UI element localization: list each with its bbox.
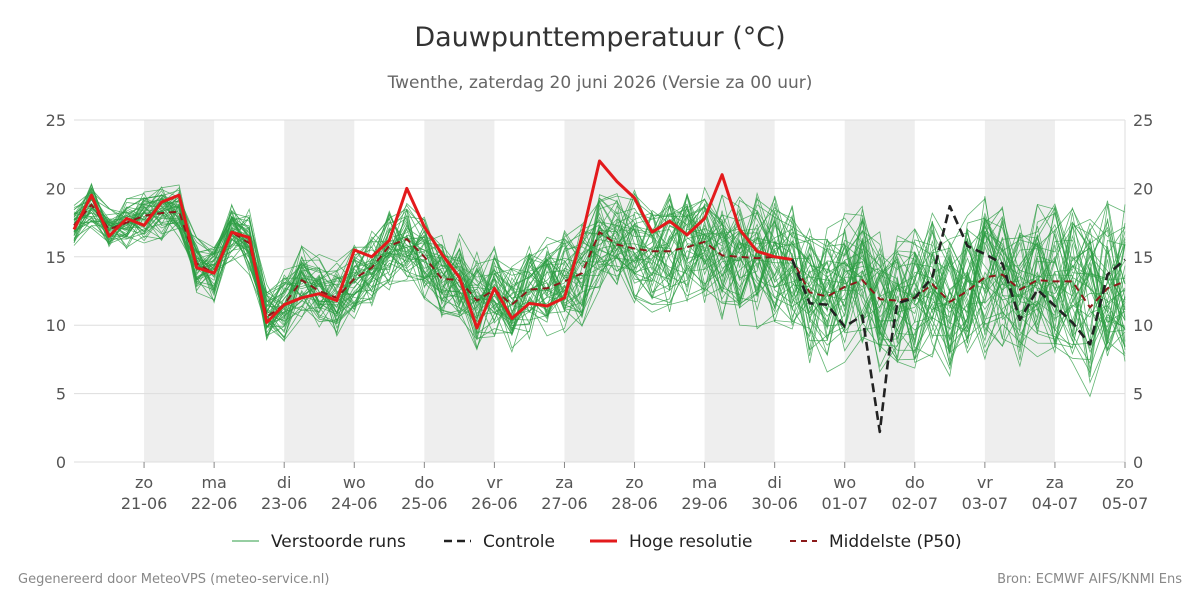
x-tick-date: 29-06	[681, 494, 728, 513]
y-tick-label-left: 0	[56, 453, 66, 472]
x-tick-day: za	[555, 473, 573, 492]
x-tick-date: 23-06	[261, 494, 308, 513]
ensemble-run-line	[73, 191, 1126, 332]
axes: 0 0 5 5 10 10 15 15 20 20 25 25 zo 21-06 ma 22-06 di 23-0…	[46, 111, 1154, 513]
ensemble-run-line	[73, 191, 1126, 342]
x-tick-date: 30-06	[751, 494, 798, 513]
x-tick-date: 28-06	[611, 494, 658, 513]
y-tick-label-right: 20	[1133, 179, 1153, 198]
x-tick-date: 21-06	[121, 494, 168, 513]
high-resolution-line	[72, 159, 793, 330]
shaded-day-band	[144, 120, 215, 462]
y-tick-label-left: 25	[46, 111, 66, 130]
x-tick-date: 01-07	[821, 494, 868, 513]
x-tick-day: di	[767, 473, 782, 492]
x-tick-date: 26-06	[471, 494, 518, 513]
chart-subtitle: Twenthe, zaterdag 20 juni 2026 (Versie z…	[387, 73, 813, 93]
ensemble-run-line	[73, 197, 1126, 348]
ensemble-run-line	[73, 199, 1126, 378]
y-tick-label-right: 10	[1133, 316, 1153, 335]
x-tick-date: 04-07	[1032, 494, 1079, 513]
y-tick-label-right: 0	[1133, 453, 1143, 472]
y-tick-label-right: 5	[1133, 385, 1143, 404]
y-tick-label-left: 10	[46, 316, 66, 335]
x-tick-day: zo	[625, 473, 643, 492]
shaded-day-band	[564, 120, 635, 462]
ensemble-run-line	[73, 201, 1126, 378]
legend: Verstoorde runs Controle Hoge resolutie Mid…	[232, 532, 962, 552]
y-tick-label-left: 15	[46, 248, 66, 267]
x-tick-day: wo	[343, 473, 366, 492]
x-tick-day: za	[1046, 473, 1064, 492]
x-tick-day: ma	[692, 473, 717, 492]
ensemble-run-line	[73, 197, 1126, 323]
y-tick-label-left: 20	[46, 179, 66, 198]
ensemble-run-line	[73, 197, 1126, 362]
legend-ensemble-label: Verstoorde runs	[271, 532, 406, 552]
legend-median-label: Middelste (P50)	[829, 532, 962, 552]
x-tick-date: 05-07	[1102, 494, 1149, 513]
legend-ensemble: Verstoorde runs	[232, 532, 406, 552]
main-series	[72, 159, 1126, 434]
x-tick-date: 24-06	[331, 494, 378, 513]
ensemble-run-line	[73, 196, 1126, 328]
ensemble-run-line	[73, 190, 1126, 354]
x-tick-day: di	[277, 473, 292, 492]
x-tick-date: 27-06	[541, 494, 588, 513]
x-tick-day: ma	[201, 473, 226, 492]
legend-high-res: Hoge resolutie	[590, 532, 753, 552]
footer-source: Bron: ECMWF AIFS/KNMI Ens	[997, 572, 1182, 587]
x-tick-date: 03-07	[962, 494, 1009, 513]
x-tick-date: 25-06	[401, 494, 448, 513]
legend-median: Middelste (P50)	[790, 532, 962, 552]
x-tick-day: zo	[135, 473, 153, 492]
x-tick-day: vr	[486, 473, 502, 492]
y-tick-label-left: 5	[56, 385, 66, 404]
legend-control: Controle	[444, 532, 555, 552]
x-tick-day: zo	[1116, 473, 1134, 492]
legend-control-label: Controle	[483, 532, 555, 552]
ensemble-run-line	[73, 187, 1126, 333]
ensemble-run-line	[73, 202, 1126, 361]
control-line	[790, 204, 1126, 434]
chart-title: Dauwpunttemperatuur (°C)	[414, 22, 786, 53]
legend-high-res-label: Hoge resolutie	[629, 532, 753, 552]
y-tick-label-right: 25	[1133, 111, 1153, 130]
ensemble-run-line	[73, 203, 1126, 364]
y-tick-label-right: 15	[1133, 248, 1153, 267]
x-tick-day: do	[414, 473, 434, 492]
x-tick-date: 02-07	[892, 494, 939, 513]
x-tick-date: 22-06	[191, 494, 238, 513]
footer-generator: Gegenereerd door MeteoVPS (meteo-service…	[18, 572, 330, 587]
x-tick-day: do	[905, 473, 925, 492]
x-tick-day: wo	[833, 473, 856, 492]
x-tick-day: vr	[977, 473, 993, 492]
